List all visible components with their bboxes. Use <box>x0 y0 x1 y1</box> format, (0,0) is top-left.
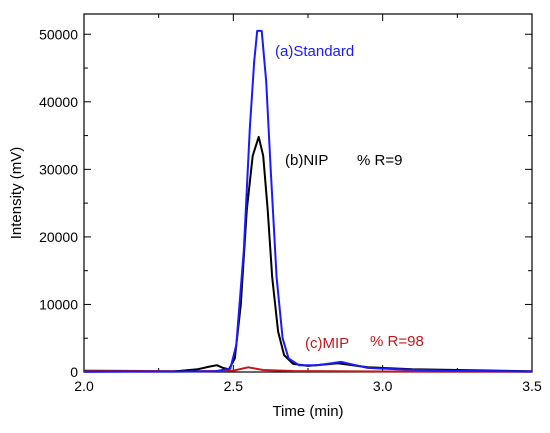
y-tick-label: 20000 <box>39 229 78 245</box>
y-tick-label: 50000 <box>39 26 78 42</box>
nip-recovery-annotation: % R=9 <box>357 152 402 169</box>
x-tick-label: 3.0 <box>373 378 393 394</box>
x-tick-label: 2.5 <box>224 378 244 394</box>
y-axis-label: Intensity (mV) <box>8 147 25 240</box>
standard-annotation: (a)Standard <box>275 43 354 60</box>
x-tick-label: 3.5 <box>522 378 542 394</box>
y-tick-label: 30000 <box>39 161 78 177</box>
mip-recovery-annotation: % R=98 <box>370 333 424 350</box>
x-tick-label: 2.0 <box>74 378 94 394</box>
nip-annotation: (b)NIP <box>285 152 328 169</box>
mip-annotation: (c)MIP <box>305 335 349 352</box>
y-tick-label: 0 <box>70 364 78 380</box>
y-axis-ticks: 0 10000 20000 30000 40000 50000 <box>39 26 532 380</box>
series-line-1 <box>83 29 533 373</box>
plot-area-frame <box>83 13 533 373</box>
y-tick-label: 40000 <box>39 94 78 110</box>
x-axis-ticks: 2.0 2.5 3.0 3.5 <box>74 14 542 394</box>
y-tick-label: 10000 <box>39 296 78 312</box>
x-axis-label: Time (min) <box>272 403 343 420</box>
series-layer <box>83 29 533 373</box>
